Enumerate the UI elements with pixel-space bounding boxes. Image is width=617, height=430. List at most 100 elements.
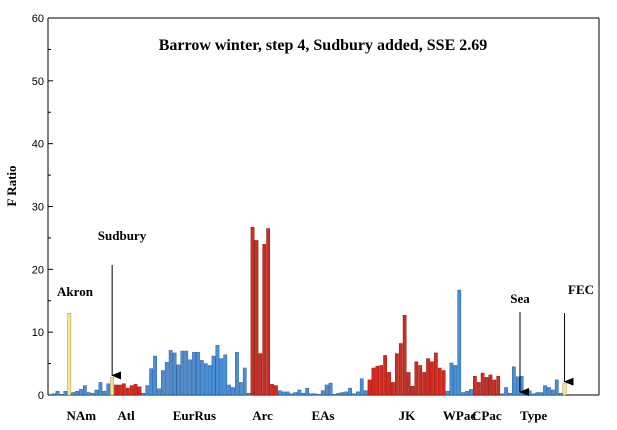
group-label-eas: EAs	[311, 408, 334, 423]
bar-type-7	[523, 390, 528, 396]
bar-nam-3	[59, 394, 64, 396]
bar-nam-2	[55, 391, 60, 396]
bar-nam-12	[94, 389, 99, 396]
bar-type-10	[535, 392, 540, 396]
bar-jk-14	[418, 365, 423, 396]
bar-eas-15	[332, 394, 337, 396]
annotation-label-akron: Akron	[57, 284, 94, 299]
plot-area	[48, 18, 599, 395]
bar-arc-4	[258, 353, 263, 396]
bar-atl-8	[137, 386, 142, 396]
bar-jk-9	[398, 343, 403, 396]
bar-eas-2	[281, 391, 286, 396]
bar-eurrus-26	[238, 382, 243, 396]
bar-nam-8	[79, 389, 83, 396]
bar-jk-7	[391, 382, 395, 396]
bar-eurrus-9	[172, 352, 177, 396]
bar-eurrus-23	[227, 384, 231, 396]
bar-eurrus-19	[211, 355, 216, 396]
bar-arc-1	[246, 392, 251, 396]
bar-arc-3	[254, 240, 259, 396]
bar-jk-15	[422, 372, 426, 396]
bar-eas-18	[344, 391, 348, 396]
bar-eas-20	[352, 393, 356, 396]
bar-jk-17	[430, 361, 434, 396]
bar-type-12	[543, 385, 547, 396]
y-tick-label: 60	[32, 13, 44, 25]
bar-eurrus-20	[215, 345, 220, 396]
y-tick-label: 50	[32, 76, 44, 88]
annotations: Akron Sudbury Sea FEC	[57, 228, 594, 396]
bar-eas-14	[328, 382, 333, 396]
bar-type-11	[539, 392, 543, 396]
bar-eas-7	[301, 392, 306, 396]
bar-jk-6	[387, 372, 391, 396]
bar-nam-6	[71, 392, 75, 396]
bar-jk-8	[395, 353, 399, 396]
bar-jk-4	[379, 365, 384, 396]
group-label-nam: NAm	[66, 408, 96, 423]
bar-eurrus-18	[207, 365, 212, 396]
bar-arc-5	[262, 243, 267, 396]
bar-atl-2	[114, 384, 118, 396]
bar-cpac-2	[476, 382, 481, 396]
annotation-label-fec: FEC	[568, 282, 594, 297]
bar-jk-18	[434, 352, 438, 396]
bar-eurrus-21	[219, 358, 224, 396]
bar-jk-12	[410, 386, 415, 396]
bar-nam-5	[67, 313, 72, 396]
bar-eas-5	[293, 392, 298, 396]
bar-atl-4	[121, 383, 126, 396]
bar-jk-11	[406, 372, 411, 396]
bar-wpac-5	[461, 392, 465, 396]
bar-type-17	[562, 383, 567, 396]
bar-nam-9	[82, 385, 87, 396]
bar-eurrus-22	[223, 354, 228, 396]
plot-frame	[47, 17, 600, 396]
bar-wpac-2	[449, 362, 454, 396]
bar-eas-10	[313, 393, 317, 396]
bar-type-5	[515, 376, 520, 396]
bar-nam-14	[102, 391, 107, 396]
bar-atl-7	[133, 384, 138, 396]
bar-eurrus-6	[160, 370, 165, 396]
group-label-cpac: CPac	[472, 408, 502, 423]
bar-eurrus-3	[149, 368, 153, 396]
bar-wpac-7	[469, 389, 473, 396]
bar-arc-8	[274, 385, 278, 396]
bar-eurrus-5	[157, 388, 161, 396]
annotation-label-sudbury: Sudbury	[98, 228, 147, 243]
bar-jk-3	[375, 365, 380, 396]
y-tick-label: 0	[38, 390, 44, 402]
bar-nam-7	[75, 391, 79, 396]
y-axis-label: F Ratio	[4, 165, 19, 206]
group-label-wpac: WPac	[443, 408, 476, 423]
bar-eas-3	[285, 391, 290, 396]
bar-eas-16	[336, 392, 341, 396]
bar-eurrus-8	[168, 350, 173, 396]
bar-jk-16	[426, 358, 430, 396]
bar-jk-13	[414, 361, 419, 396]
bar-nam-15	[106, 383, 111, 396]
bar-atl-5	[125, 387, 130, 396]
bars	[51, 227, 567, 396]
bar-eas-8	[305, 387, 309, 396]
annotation-label-sea: Sea	[510, 291, 530, 306]
bar-cpac-6	[492, 379, 497, 396]
bar-atl-1	[110, 377, 114, 396]
bar-type-3	[508, 392, 512, 396]
bar-jk-2	[371, 367, 376, 396]
bar-cpac-4	[484, 377, 489, 396]
bar-atl-6	[129, 385, 134, 396]
bar-type-8	[527, 390, 532, 396]
bar-type-13	[547, 387, 551, 396]
bar-eurrus-1	[141, 392, 146, 396]
group-label-type: Type	[520, 408, 547, 423]
y-tick-label: 30	[32, 202, 44, 214]
bar-jk-20	[441, 370, 446, 396]
y-tick-label: 20	[32, 264, 44, 276]
bar-eurrus-17	[203, 363, 208, 396]
bar-wpac-4	[457, 289, 462, 396]
bar-type-2	[504, 387, 508, 396]
